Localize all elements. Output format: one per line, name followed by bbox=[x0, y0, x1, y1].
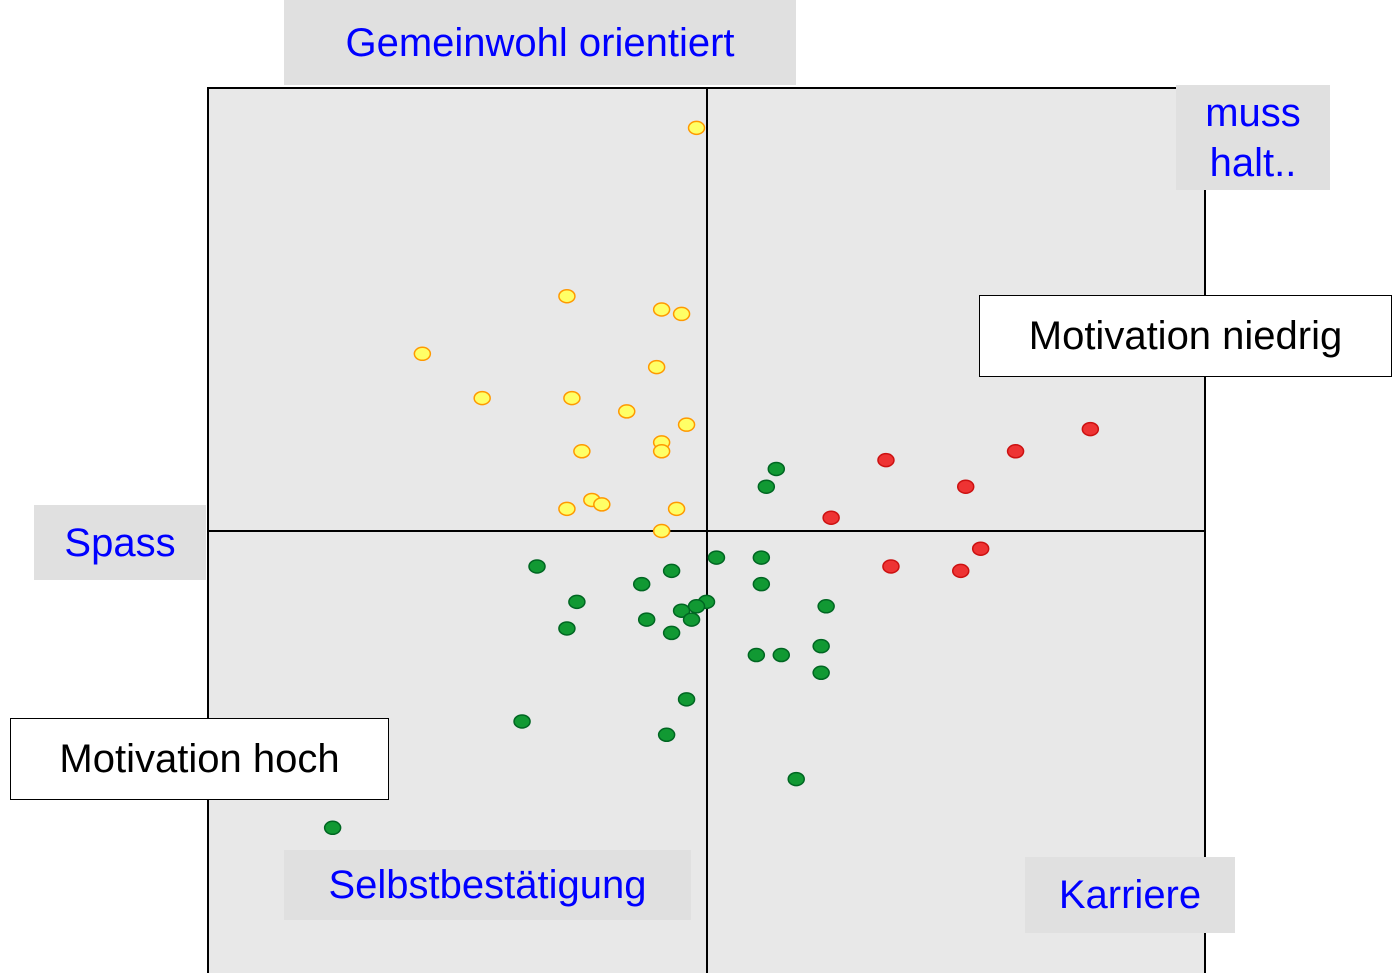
data-point bbox=[752, 550, 771, 565]
data-point bbox=[687, 120, 706, 136]
annotation: Gemeinwohl orientiert bbox=[284, 0, 796, 85]
annotation-text: Karriere bbox=[1058, 873, 1202, 917]
data-point bbox=[752, 576, 771, 592]
data-point bbox=[647, 359, 666, 375]
annotation-text: Motivation niedrig bbox=[1028, 314, 1343, 358]
data-point bbox=[822, 510, 840, 525]
data-point bbox=[747, 647, 766, 663]
annotation-text: Motivation hoch bbox=[59, 737, 340, 781]
data-point bbox=[568, 594, 586, 610]
annotation: muss halt.. bbox=[1176, 85, 1330, 190]
data-point bbox=[707, 550, 726, 565]
data-point bbox=[662, 625, 681, 641]
annotation: Karriere bbox=[1025, 857, 1235, 933]
data-point bbox=[951, 563, 970, 579]
annotation: Motivation hoch bbox=[10, 718, 389, 800]
data-point bbox=[593, 497, 611, 512]
data-point bbox=[632, 576, 651, 592]
data-point bbox=[956, 479, 975, 494]
data-point bbox=[882, 559, 900, 574]
data-point bbox=[528, 559, 546, 574]
data-point bbox=[323, 820, 342, 836]
data-point bbox=[677, 417, 696, 432]
data-point bbox=[767, 461, 786, 477]
data-point bbox=[812, 665, 830, 681]
data-point bbox=[672, 306, 691, 322]
data-point bbox=[558, 621, 576, 636]
data-point bbox=[677, 692, 696, 707]
annotation-text: Spass bbox=[64, 520, 176, 565]
data-point bbox=[787, 771, 805, 787]
data-point bbox=[558, 501, 576, 517]
data-point bbox=[637, 612, 656, 627]
annotation-text: Gemeinwohl orientiert bbox=[345, 20, 735, 65]
annotation-text: Selbstbestätigung bbox=[328, 863, 647, 907]
annotation: Motivation niedrig bbox=[979, 295, 1392, 377]
data-point bbox=[558, 288, 576, 304]
data-point bbox=[667, 501, 686, 517]
data-point bbox=[473, 390, 491, 406]
data-point bbox=[1081, 421, 1100, 437]
data-point bbox=[812, 638, 830, 654]
data-point bbox=[652, 302, 671, 317]
data-point bbox=[772, 647, 791, 663]
data-point bbox=[757, 479, 776, 494]
data-point bbox=[652, 444, 671, 459]
data-point bbox=[563, 390, 581, 406]
data-point bbox=[413, 346, 432, 362]
data-point bbox=[617, 404, 636, 419]
data-point bbox=[573, 444, 591, 459]
data-point bbox=[672, 603, 691, 618]
data-point bbox=[657, 727, 676, 743]
annotation-text: muss halt.. bbox=[1205, 90, 1301, 185]
data-point bbox=[1006, 444, 1025, 459]
data-point bbox=[682, 612, 701, 627]
data-point bbox=[877, 452, 895, 468]
data-point bbox=[662, 563, 681, 579]
annotation: Selbstbestätigung bbox=[284, 850, 691, 920]
data-point bbox=[971, 541, 990, 556]
data-point bbox=[652, 523, 671, 539]
data-point bbox=[817, 599, 835, 614]
data-point bbox=[687, 599, 706, 614]
data-point bbox=[513, 714, 531, 729]
annotation: Spass bbox=[34, 505, 206, 580]
